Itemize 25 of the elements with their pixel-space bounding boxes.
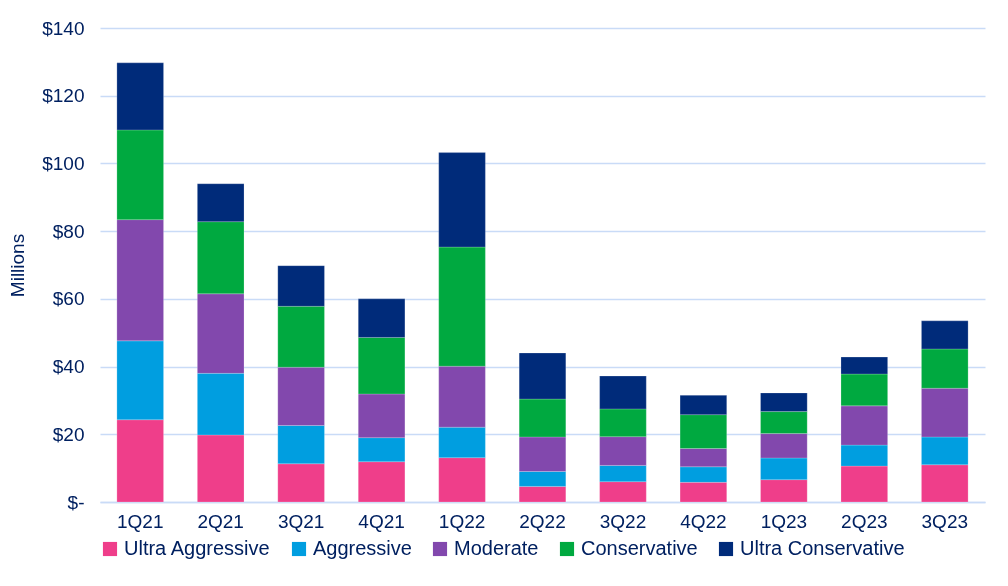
x-tick-label: 2Q22	[519, 510, 566, 532]
legend-label: Ultra Aggressive	[124, 537, 270, 559]
x-tick-label: 1Q21	[116, 510, 164, 532]
y-tick-label: $-	[67, 491, 85, 513]
x-tick-label: 4Q22	[680, 510, 727, 532]
y-tick-label: $100	[42, 152, 85, 174]
y-tick-label: $120	[42, 85, 85, 107]
x-tick-label: 2Q23	[841, 510, 888, 532]
x-tick-label: 4Q21	[358, 510, 405, 532]
x-tick-label: 2Q21	[197, 510, 244, 532]
y-tick-label: $80	[52, 220, 85, 242]
y-tick-label: $60	[52, 288, 85, 310]
x-tick-label: 3Q22	[599, 510, 647, 532]
legend-label: Ultra Conservative	[740, 537, 905, 559]
x-tick-label: 3Q21	[277, 510, 325, 532]
legend-label: Conservative	[581, 537, 698, 559]
legend-label: Moderate	[454, 537, 539, 559]
y-tick-label: $20	[52, 423, 85, 445]
x-tick-label: 1Q23	[760, 510, 808, 532]
y-axis-title: Millions	[7, 233, 29, 298]
x-tick-label: 1Q22	[438, 510, 486, 532]
y-tick-label: $140	[42, 17, 85, 39]
legend-label: Aggressive	[313, 537, 412, 559]
x-tick-label: 3Q23	[921, 510, 969, 532]
y-tick-label: $40	[52, 356, 85, 378]
